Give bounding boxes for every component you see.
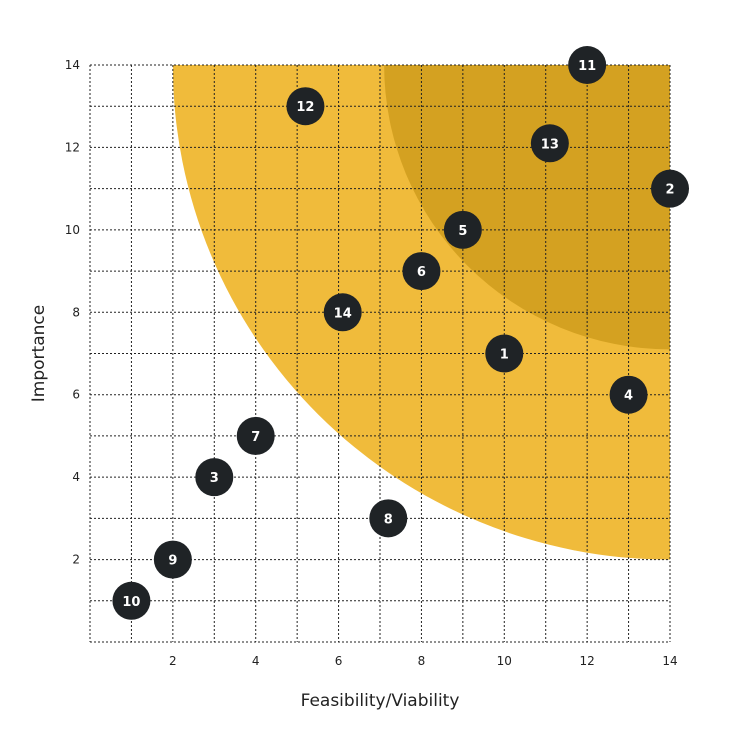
point-label: 10 [122, 595, 140, 610]
data-point-3: 3 [195, 458, 234, 497]
x-tick-label: 10 [497, 654, 512, 668]
point-label: 12 [296, 100, 314, 115]
point-marker [485, 334, 524, 373]
zones-layer [173, 65, 670, 560]
point-marker [609, 375, 648, 414]
data-point-4: 4 [609, 375, 648, 414]
point-label: 2 [665, 183, 674, 198]
data-point-9: 9 [153, 540, 192, 579]
point-marker [112, 581, 151, 620]
point-label: 5 [458, 224, 467, 239]
y-tick-label: 2 [72, 553, 80, 567]
data-point-12: 12 [286, 87, 325, 126]
data-point-14: 14 [323, 293, 362, 332]
point-marker [651, 169, 689, 208]
data-point-8: 8 [369, 499, 408, 538]
point-label: 11 [578, 59, 596, 74]
x-tick-label: 6 [335, 654, 343, 668]
point-marker [369, 499, 408, 538]
x-axis-title: Feasibility/Viability [301, 691, 460, 711]
point-marker [530, 124, 569, 163]
data-point-10: 10 [112, 581, 151, 620]
data-point-7: 7 [236, 416, 275, 455]
point-marker [195, 458, 234, 497]
point-marker [286, 87, 325, 126]
point-label: 9 [168, 554, 177, 569]
zone-2 [384, 65, 670, 350]
point-marker [402, 252, 441, 291]
y-tick-label: 12 [65, 140, 80, 154]
point-marker [153, 540, 192, 579]
point-label: 1 [500, 348, 509, 363]
x-tick-label: 2 [169, 654, 177, 668]
point-label: 13 [541, 137, 559, 152]
point-label: 3 [210, 471, 219, 486]
point-label: 14 [334, 306, 352, 321]
data-point-13: 13 [530, 124, 569, 163]
y-axis-title: Importance [29, 305, 49, 402]
point-label: 8 [384, 512, 393, 527]
point-marker [568, 46, 607, 84]
data-point-6: 6 [402, 252, 441, 291]
x-tick-label: 4 [252, 654, 260, 668]
data-point-1: 1 [485, 334, 524, 373]
y-tick-label: 10 [65, 223, 80, 237]
x-tick-label: 12 [580, 654, 595, 668]
point-label: 6 [417, 265, 426, 280]
y-tick-label: 4 [72, 470, 80, 484]
point-label: 7 [251, 430, 260, 445]
data-point-5: 5 [443, 210, 482, 249]
data-point-11: 11 [568, 46, 607, 84]
x-tick-label: 8 [418, 654, 426, 668]
x-tick-label: 14 [662, 654, 677, 668]
y-tick-label: 8 [72, 305, 80, 319]
point-marker [443, 210, 482, 249]
point-label: 4 [624, 389, 633, 404]
y-tick-label: 6 [72, 388, 80, 402]
point-marker [236, 416, 275, 455]
y-tick-label: 14 [65, 58, 80, 72]
point-marker [323, 293, 362, 332]
data-point-2: 2 [651, 169, 689, 208]
